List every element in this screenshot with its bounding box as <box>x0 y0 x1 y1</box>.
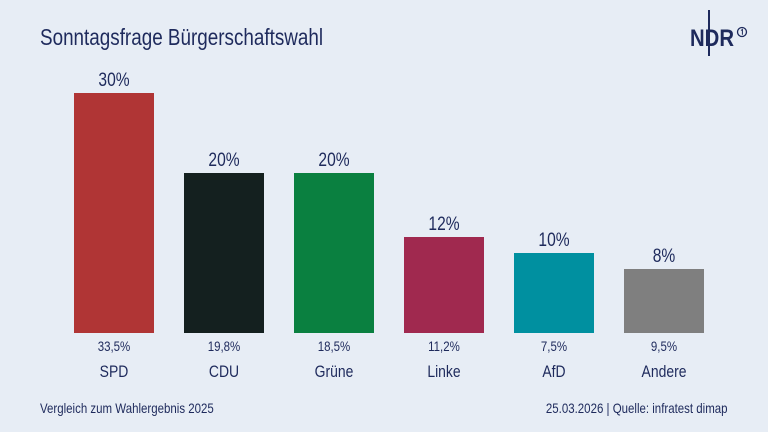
comparison-label: 19,8% <box>208 338 241 354</box>
comparison-label: 7,5% <box>541 338 567 354</box>
bar-grüne <box>294 173 374 333</box>
comparison-label: 11,2% <box>428 338 460 354</box>
bar-spd <box>74 93 154 333</box>
category-label: Grüne <box>315 363 354 382</box>
value-label: 20% <box>208 149 239 171</box>
value-label: 30% <box>98 69 129 91</box>
category-label: AfD <box>542 363 565 382</box>
comparison-label: 9,5% <box>651 338 677 354</box>
bar-andere <box>624 269 704 333</box>
value-label: 20% <box>318 149 349 171</box>
bar-afd <box>514 253 594 333</box>
logo-text: NDR <box>690 25 734 52</box>
value-label: 8% <box>653 245 676 267</box>
comparison-label: 33,5% <box>98 338 131 354</box>
bar-chart: 30% 33,5% SPD 20% 19,8% CDU 20% 18,5% Grüne 12% 11… <box>74 69 704 382</box>
footer-comparison-note: Vergleich zum Wahlergebnis 2025 <box>40 400 214 416</box>
bar-cdu <box>184 173 264 333</box>
ndr-logo: NDR <box>690 10 748 56</box>
comparison-label: 18,5% <box>318 338 351 354</box>
category-label: CDU <box>209 363 239 382</box>
category-label: Linke <box>427 363 460 382</box>
category-label: SPD <box>100 363 129 382</box>
footer-source: 25.03.2026 | Quelle: infratest dimap <box>546 400 728 416</box>
value-label: 12% <box>428 213 459 235</box>
bar-linke <box>404 237 484 333</box>
chart-title: Sonntagsfrage Bürgerschaftswahl <box>40 24 324 50</box>
value-label: 10% <box>538 229 569 251</box>
category-label: Andere <box>642 363 687 382</box>
